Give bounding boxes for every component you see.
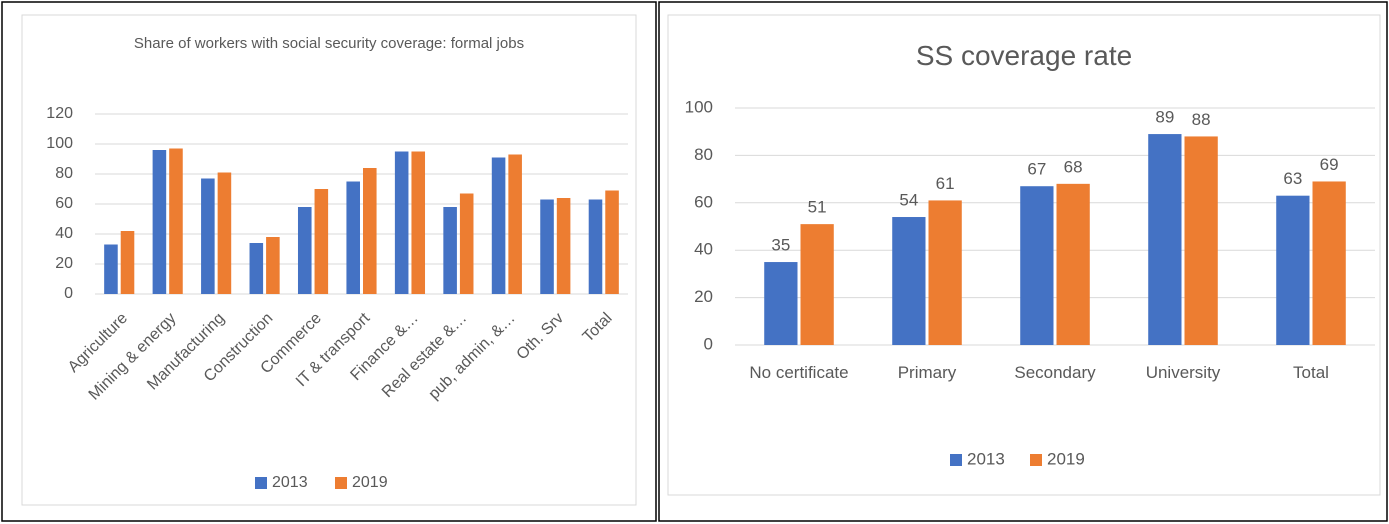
bar [928,200,962,345]
y-tick-label: 0 [704,334,713,353]
legend-label: 2019 [1047,449,1085,468]
x-tick-label: No certificate [749,363,849,382]
data-label: 67 [1027,160,1046,179]
bar [800,224,834,345]
legend-swatch [335,477,347,489]
bar [540,199,554,294]
bar [152,150,167,294]
legend-label: 2013 [967,449,1005,468]
bar [764,262,798,345]
y-tick-label: 40 [694,240,713,259]
bar [459,193,474,294]
x-tick-label: Primary [897,363,957,382]
bar [491,157,506,294]
y-tick-label: 0 [64,285,73,302]
bar [411,151,426,294]
data-label: 54 [899,191,918,210]
bar [892,217,926,345]
data-label: 69 [1320,155,1339,174]
data-label: 35 [771,236,790,255]
data-label: 51 [808,198,827,217]
bar [1148,134,1182,345]
y-tick-label: 120 [46,105,73,122]
data-label: 68 [1064,157,1083,176]
bar [297,207,312,294]
bar [249,243,264,294]
x-tick-label: Total [1293,363,1329,382]
data-label: 61 [936,174,955,193]
data-label: 88 [1192,110,1211,129]
bar [508,154,522,294]
bar [394,151,409,294]
x-tick-label: University [1145,363,1221,382]
bar [443,207,457,294]
y-tick-label: 100 [46,135,73,152]
bar [201,178,215,294]
bar [314,189,329,294]
bar [588,199,603,294]
cell-border [658,1,1388,522]
y-tick-label: 100 [685,97,713,116]
bar [217,172,232,294]
chart-title: SS coverage rate [915,40,1133,71]
bar [605,190,619,294]
bar [266,237,280,294]
bar [1312,181,1346,345]
data-label: 63 [1283,169,1302,188]
y-tick-label: 20 [55,255,73,272]
legend-swatch [950,454,962,466]
y-tick-label: 80 [694,145,713,164]
bar [1184,136,1218,345]
bar [1056,183,1090,345]
y-tick-label: 40 [55,225,73,242]
legend-label: 2013 [272,474,308,491]
chart-title: Share of workers with social security co… [133,35,525,52]
cell-border [1,1,657,522]
y-tick-label: 60 [694,192,713,211]
bar [363,168,377,294]
bar [1020,186,1054,345]
bar [120,231,135,294]
y-tick-label: 20 [694,287,713,306]
bar [346,181,360,294]
legend-swatch [1030,454,1042,466]
bar [104,244,118,294]
data-label: 89 [1155,108,1174,127]
x-tick-label: Secondary [1014,363,1096,382]
legend-label: 2019 [352,474,388,491]
y-tick-label: 60 [55,195,73,212]
bar [1276,195,1310,345]
bar [169,148,183,294]
bar [556,198,571,294]
legend-swatch [255,477,267,489]
y-tick-label: 80 [55,165,73,182]
